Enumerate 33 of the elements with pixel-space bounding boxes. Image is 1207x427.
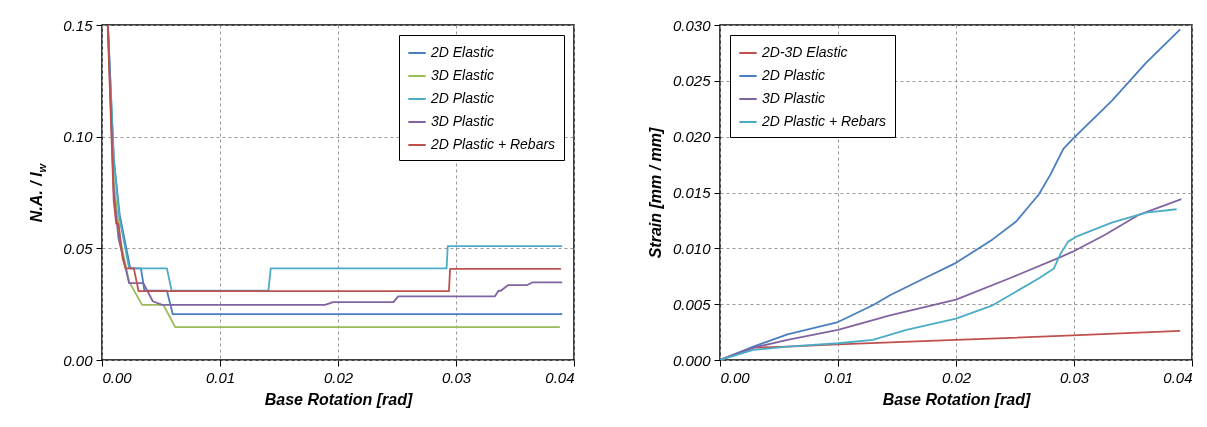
legend-label: 2D Plastic bbox=[761, 67, 826, 83]
y-tick-label: 0.05 bbox=[63, 239, 94, 257]
y-tick-label: 0.10 bbox=[63, 128, 94, 146]
x-tick-label: 0.04 bbox=[545, 368, 575, 386]
y-tick-label: 0.020 bbox=[672, 128, 712, 146]
y-tick-label: 0.15 bbox=[63, 16, 94, 34]
y-tick-label: 0.00 bbox=[63, 351, 94, 369]
x-axis-title: Base Rotation [rad] bbox=[264, 390, 413, 408]
legend-label: 2D-3D Elastic bbox=[761, 44, 848, 60]
x-tick-label: 0.01 bbox=[823, 368, 854, 386]
legend-label: 2D Plastic + Rebars bbox=[761, 113, 887, 129]
y-tick-label: 0.015 bbox=[672, 184, 712, 201]
y-tick-label: 0.000 bbox=[672, 351, 712, 369]
y-tick-label: 0.025 bbox=[672, 72, 712, 90]
x-tick-label: 0.04 bbox=[1163, 368, 1193, 386]
legend-label: 3D Elastic bbox=[431, 67, 495, 83]
legend-label: 3D Plastic bbox=[431, 113, 495, 129]
x-tick-label: 0.00 bbox=[720, 368, 751, 386]
x-tick-label: 0.03 bbox=[1059, 368, 1090, 386]
y-tick-label: 0.010 bbox=[672, 239, 712, 257]
x-tick-label: 0.00 bbox=[102, 368, 133, 386]
legend-label: 2D Plastic + Rebars bbox=[430, 136, 556, 152]
legend-label: 3D Plastic bbox=[762, 90, 826, 106]
y-tick-label: 0.005 bbox=[672, 295, 712, 313]
x-tick-label: 0.03 bbox=[441, 368, 472, 386]
y-axis-title: Strain [mm / mm] bbox=[647, 127, 665, 258]
legend-label: 2D Plastic bbox=[430, 90, 495, 106]
x-axis-title: Base Rotation [rad] bbox=[882, 390, 1031, 408]
x-tick-label: 0.01 bbox=[205, 368, 236, 386]
x-tick-label: 0.02 bbox=[323, 368, 354, 386]
x-tick-label: 0.02 bbox=[941, 368, 972, 386]
legend-label: 2D Elastic bbox=[430, 44, 495, 60]
y-tick-label: 0.030 bbox=[672, 16, 712, 34]
